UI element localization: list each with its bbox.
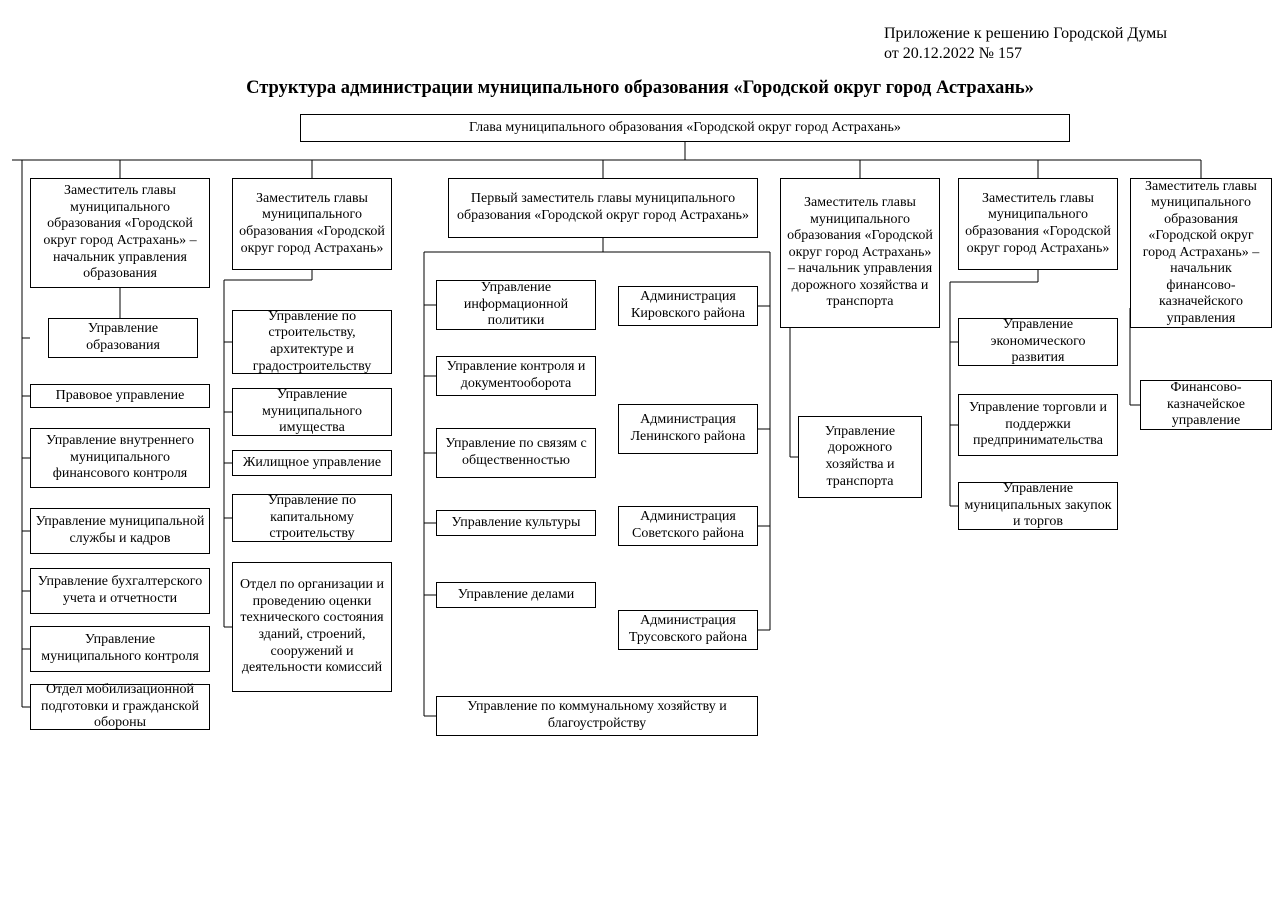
node-c3a_1: Управление информационной политики [436,280,596,330]
node-c2_2: Управление муниципального имущества [232,388,392,436]
annex-block: Приложение к решению Городской Думы от 2… [884,24,1167,64]
node-c3b_4: Администрация Трусовского района [618,610,758,650]
node-c3a_2: Управление контроля и документооборота [436,356,596,396]
node-c1_5: Управление бухгалтерского учета и отчетн… [30,568,210,614]
node-dep6: Заместитель главы муниципального образов… [1130,178,1272,328]
node-dep4: Заместитель главы муниципального образов… [780,178,940,328]
node-dep1: Заместитель главы муниципального образов… [30,178,210,288]
node-c3b_3: Администрация Советского района [618,506,758,546]
node-c4_1: Управление дорожного хозяйства и транспо… [798,416,922,498]
node-c5_3: Управление муниципальных закупок и торго… [958,482,1118,530]
node-c5_2: Управление торговли и поддержки предприн… [958,394,1118,456]
node-c2_3: Жилищное управление [232,450,392,476]
node-dep3: Первый заместитель главы муниципального … [448,178,758,238]
node-c1_1: Управление образования [48,318,198,358]
node-c3a_3: Управление по связям с общественностью [436,428,596,478]
node-dep2: Заместитель главы муниципального образов… [232,178,392,270]
page-title: Структура администрации муниципального о… [100,78,1180,99]
node-c1_7: Отдел мобилизационной подготовки и гражд… [30,684,210,730]
node-c1_6: Управление муниципального контроля [30,626,210,672]
node-c3b_1: Администрация Кировского района [618,286,758,326]
node-c2_1: Управление по строительству, архитектуре… [232,310,392,374]
node-root: Глава муниципального образования «Городс… [300,114,1070,142]
annex-line-2: от 20.12.2022 № 157 [884,44,1167,64]
node-c1_3: Управление внутреннего муниципального фи… [30,428,210,488]
node-c3b_2: Администрация Ленинского района [618,404,758,454]
node-c1_4: Управление муниципальной службы и кадров [30,508,210,554]
node-c5_1: Управление экономического развития [958,318,1118,366]
node-c3a_6: Управление по коммунальному хозяйству и … [436,696,758,736]
node-c1_2: Правовое управление [30,384,210,408]
annex-line-1: Приложение к решению Городской Думы [884,24,1167,44]
node-c3a_4: Управление культуры [436,510,596,536]
node-c3a_5: Управление делами [436,582,596,608]
node-dep5: Заместитель главы муниципального образов… [958,178,1118,270]
node-c2_5: Отдел по организации и проведению оценки… [232,562,392,692]
node-c2_4: Управление по капитальному строительству [232,494,392,542]
node-c6_1: Финансово-казначейское управление [1140,380,1272,430]
